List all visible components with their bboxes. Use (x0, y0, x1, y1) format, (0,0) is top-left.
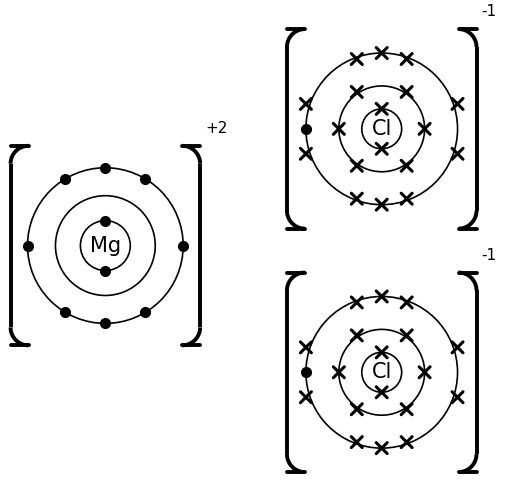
Text: -1: -1 (482, 4, 497, 19)
Text: Cl: Cl (371, 362, 392, 382)
Text: Cl: Cl (371, 119, 392, 139)
Text: Mg: Mg (90, 236, 121, 256)
Text: -1: -1 (482, 248, 497, 262)
Text: +2: +2 (205, 121, 227, 136)
